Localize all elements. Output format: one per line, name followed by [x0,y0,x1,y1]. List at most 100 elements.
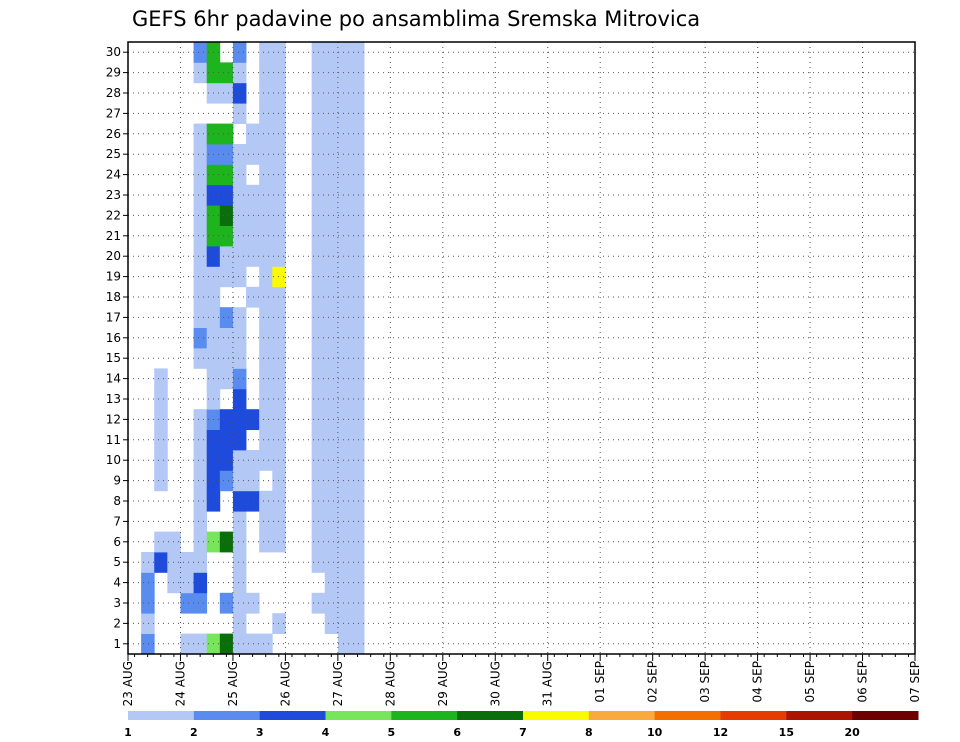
heatmap-cell [193,348,208,369]
heatmap-cell [232,470,247,492]
y-tick-label: 30 [106,45,121,59]
heatmap-cell [232,490,247,512]
heatmap-cell [141,552,155,573]
heatmap-cell [232,409,247,430]
heatmap-cell [324,327,339,349]
y-tick-label: 11 [106,433,121,447]
heatmap-cell [259,490,273,512]
heatmap-cell [350,450,365,471]
heatmap-cell [337,286,352,308]
heatmap-cell [232,307,247,328]
colorbar-swatch [457,711,524,720]
heatmap-cell [324,552,339,573]
plot-frame [127,41,916,655]
heatmap-cell [350,470,365,492]
heatmap-cell [324,409,339,430]
heatmap-cells [141,42,365,655]
grid-lines [128,42,915,654]
y-tick-label: 5 [113,555,121,569]
heatmap-cell [246,592,260,614]
heatmap-cell [154,470,168,492]
heatmap-cell [324,511,339,532]
heatmap-cell [232,184,247,206]
heatmap-cell [246,184,260,206]
y-tick-label: 27 [106,106,121,120]
heatmap-cell [350,348,365,369]
heatmap-cell [259,429,273,451]
y-tick-label: 6 [113,535,121,549]
heatmap-cell [324,225,339,247]
x-tick-label: 24 AUG [173,661,187,706]
heatmap-cell [167,552,181,573]
heatmap-cell [219,184,234,206]
heatmap-cell [167,531,181,553]
y-axis: 1234567891011121314151617181920212223242… [106,45,128,651]
heatmap-cell [246,470,260,492]
heatmap-cell [259,327,273,349]
heatmap-cell [193,470,208,492]
heatmap-cell [141,633,155,655]
heatmap-cell [232,592,247,614]
heatmap-cell [180,592,194,614]
heatmap-cell [232,82,247,104]
heatmap-cell [246,205,260,226]
heatmap-cell [193,62,208,84]
heatmap-cell [324,184,339,206]
heatmap-cell [154,368,168,390]
heatmap-cell [350,62,365,84]
y-tick-label: 2 [113,616,121,630]
heatmap-cell [193,246,208,267]
heatmap-cell [246,409,260,430]
heatmap-cell [324,490,339,512]
heatmap-cell [272,123,286,145]
heatmap-cell [324,62,339,84]
heatmap-cell [272,613,286,634]
heatmap-cell [337,184,352,206]
heatmap-cell [337,368,352,390]
heatmap-cell [219,266,234,288]
heatmap-cell [259,388,273,410]
heatmap-cell [232,531,247,553]
heatmap-cell [324,470,339,492]
colorbar-swatch [523,711,590,720]
heatmap-cell [350,633,365,655]
colorbar-tick-label: 6 [453,726,461,739]
heatmap-cell [350,552,365,573]
heatmap-cell [337,348,352,369]
heatmap-cell [272,327,286,349]
heatmap-cell [350,286,365,308]
heatmap-cell [324,348,339,369]
colorbar-swatch [852,711,919,720]
heatmap-cell [246,144,260,165]
y-tick-label: 20 [106,249,121,263]
heatmap-cell [246,450,260,471]
heatmap-cell [259,633,273,655]
colorbar-swatch [259,711,326,720]
heatmap-cell [193,42,208,63]
colorbar-tick-label: 15 [779,726,794,739]
heatmap-cell [272,348,286,369]
colorbar-swatch [193,711,261,720]
heatmap-cell [259,286,273,308]
heatmap-cell [350,531,365,553]
x-tick-label: 26 AUG [278,661,292,706]
heatmap-cell [324,246,339,267]
colorbar-tick-label: 3 [256,726,264,739]
heatmap-cell [324,164,339,186]
heatmap-cell [324,429,339,451]
colorbar-tick-label: 2 [190,726,198,739]
heatmap-cell [337,266,352,288]
heatmap-cell [350,511,365,532]
x-tick-label: 05 SEP [803,661,817,703]
x-tick-label: 02 SEP [646,661,660,703]
heatmap-cell [337,511,352,532]
heatmap-cell [350,42,365,63]
heatmap-cell [350,123,365,145]
heatmap-cell [324,368,339,390]
heatmap-cell [219,164,234,186]
heatmap-cell [350,490,365,512]
heatmap-cell [324,103,339,124]
x-tick-label: 01 SEP [593,661,607,703]
heatmap-cell [324,144,339,165]
heatmap-cell [350,307,365,328]
